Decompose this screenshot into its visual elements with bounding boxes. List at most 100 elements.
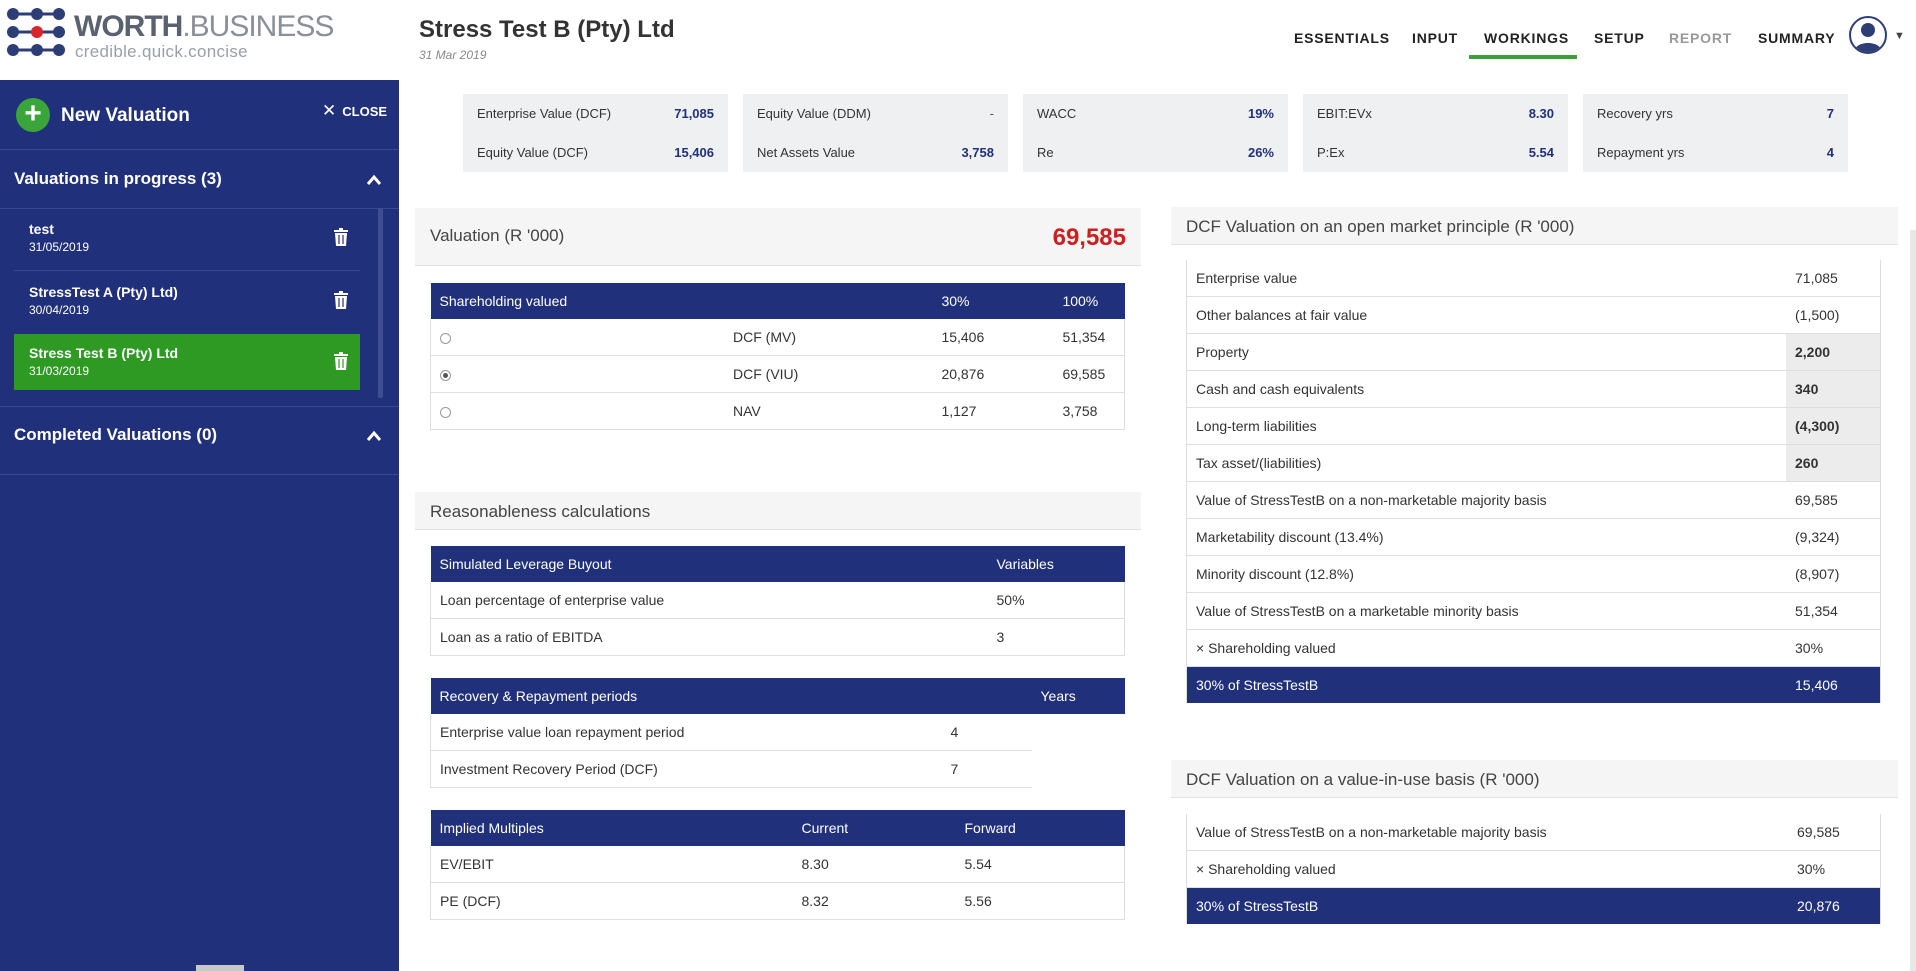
nav-report[interactable]: REPORT bbox=[1669, 30, 1733, 46]
row-value-wrap: 4 bbox=[951, 714, 1125, 751]
trash-icon[interactable] bbox=[334, 291, 348, 309]
trash-icon[interactable] bbox=[334, 228, 348, 246]
user-avatar[interactable] bbox=[1849, 16, 1887, 54]
row-label: PE (DCF) bbox=[430, 882, 793, 920]
kpi-value: 71,085 bbox=[674, 106, 714, 121]
table-row: Marketability discount (13.4%) (9,324) bbox=[1186, 518, 1881, 556]
row-label: 30% of StressTestB bbox=[1186, 666, 1786, 703]
pct30-cell: 1,127 bbox=[932, 392, 1054, 430]
pct100-cell: 3,758 bbox=[1053, 392, 1126, 430]
row-label: Loan percentage of enterprise value bbox=[430, 582, 988, 619]
valuation-item-stress-test-b[interactable]: Stress Test B (Pty) Ltd 31/03/2019 bbox=[14, 334, 360, 390]
radio-cell bbox=[430, 392, 724, 430]
lbo-table: Simulated Leverage Buyout Variables Loan… bbox=[430, 546, 1125, 656]
dcf-market-header: DCF Valuation on an open market principl… bbox=[1171, 207, 1898, 245]
table-row[interactable]: DCF (VIU) 20,876 69,585 bbox=[430, 355, 1126, 393]
dcf-market-table: Enterprise value 71,085 Other balances at… bbox=[1186, 260, 1881, 703]
kpi-label: Re bbox=[1037, 145, 1054, 160]
kpi-value: 8.30 bbox=[1528, 106, 1554, 121]
table-row: × Shareholding valued 30% bbox=[1186, 850, 1881, 888]
variables-header: Variables bbox=[987, 546, 1125, 582]
trash-icon[interactable] bbox=[334, 352, 348, 370]
valuation-panel-title: Valuation (R '000) bbox=[430, 226, 565, 245]
valuation-total: 69,585 bbox=[1052, 224, 1126, 251]
table-row: Value of StressTestB on a non-marketable… bbox=[1186, 481, 1881, 519]
nav-summary[interactable]: SUMMARY bbox=[1758, 30, 1836, 46]
row-value: 340 bbox=[1786, 370, 1881, 408]
dcf-viu-title: DCF Valuation on a value-in-use basis (R… bbox=[1186, 770, 1540, 789]
sidebar-divider bbox=[0, 208, 399, 209]
chevron-up-icon[interactable] bbox=[366, 174, 382, 186]
kpi-label: Equity Value (DCF) bbox=[477, 145, 589, 160]
row-value: 3 bbox=[987, 618, 1125, 656]
row-label: Enterprise value loan repayment period bbox=[430, 714, 1032, 751]
row-value: 2,200 bbox=[1786, 333, 1881, 371]
sidebar-scrollbar[interactable] bbox=[378, 208, 383, 398]
table-row: Tax asset/(liabilities) 260 bbox=[1186, 444, 1881, 482]
logo-brand: WORTH.BUSINESS bbox=[74, 10, 334, 44]
nav-essentials[interactable]: ESSENTIALS bbox=[1294, 30, 1390, 46]
row-value: 4 bbox=[950, 724, 959, 741]
kpi-card-wacc: WACC 19% Re 26% bbox=[1023, 94, 1288, 172]
row-value: (9,324) bbox=[1786, 518, 1881, 556]
row-value: (4,300) bbox=[1786, 407, 1881, 445]
top-bar: WORTH.BUSINESS credible.quick.concise St… bbox=[0, 0, 1916, 80]
in-progress-heading[interactable]: Valuations in progress (3) bbox=[14, 169, 222, 188]
radio-cell bbox=[430, 319, 724, 356]
row-label: Value of StressTestB on a marketable min… bbox=[1186, 592, 1786, 630]
chevron-up-icon[interactable] bbox=[366, 430, 382, 442]
table-row: Investment Recovery Period (DCF) 7 bbox=[430, 750, 1125, 788]
close-button[interactable]: ✕ CLOSE bbox=[322, 101, 387, 121]
table-row[interactable]: DCF (MV) 15,406 51,354 bbox=[430, 319, 1126, 356]
table-row: Enterprise value 71,085 bbox=[1186, 260, 1881, 297]
close-label: CLOSE bbox=[342, 104, 388, 119]
kpi-label: Equity Value (DDM) bbox=[757, 106, 871, 121]
row-value: 260 bbox=[1786, 444, 1881, 482]
table-row: Property 2,200 bbox=[1186, 333, 1881, 371]
dcf-viu-table: Value of StressTestB on a non-marketable… bbox=[1186, 814, 1881, 924]
row-value: 69,585 bbox=[1786, 481, 1881, 519]
row-value: (8,907) bbox=[1786, 555, 1881, 593]
row-label: × Shareholding valued bbox=[1186, 629, 1786, 667]
valuation-item-stresstest-a[interactable]: StressTest A (Pty) Ltd) 30/04/2019 bbox=[14, 273, 360, 329]
row-value: 69,585 bbox=[1788, 814, 1881, 851]
nav-workings[interactable]: WORKINGS bbox=[1484, 30, 1569, 46]
horizontal-scrollbar[interactable] bbox=[196, 965, 244, 971]
valuation-item-test[interactable]: test 31/05/2019 bbox=[14, 210, 360, 266]
worth-business-logo[interactable]: WORTH.BUSINESS credible.quick.concise bbox=[4, 4, 334, 64]
row-label: Property bbox=[1186, 333, 1786, 371]
row-value-wrap: 7 bbox=[951, 751, 1125, 788]
row-value: 30% bbox=[1788, 850, 1881, 888]
row-label: Value of StressTestB on a non-marketable… bbox=[1186, 814, 1788, 851]
new-valuation-label: New Valuation bbox=[61, 105, 190, 126]
valuation-date: 31/03/2019 bbox=[29, 364, 90, 378]
chevron-down-icon[interactable]: ▼ bbox=[1894, 30, 1905, 42]
sidebar-divider bbox=[0, 406, 399, 407]
kpi-value: 5.54 bbox=[1528, 145, 1554, 160]
row-label: Marketability discount (13.4%) bbox=[1186, 518, 1786, 556]
logo-brand-bold: WORTH bbox=[74, 10, 183, 43]
row-label: EV/EBIT bbox=[430, 846, 793, 883]
completed-heading[interactable]: Completed Valuations (0) bbox=[14, 425, 218, 444]
table-row: Minority discount (12.8%) (8,907) bbox=[1186, 555, 1881, 593]
method-radio[interactable] bbox=[440, 406, 451, 418]
method-radio[interactable] bbox=[440, 332, 451, 344]
nav-setup[interactable]: SETUP bbox=[1594, 30, 1645, 46]
radio-cell bbox=[430, 355, 724, 393]
row-label: Cash and cash equivalents bbox=[1186, 370, 1786, 408]
table-row: Cash and cash equivalents 340 bbox=[1186, 370, 1881, 408]
kpi-card-multiples: EBIT:EVx 8.30 P:Ex 5.54 bbox=[1303, 94, 1568, 172]
kpi-value: 19% bbox=[1247, 106, 1274, 121]
nav-input[interactable]: INPUT bbox=[1412, 30, 1458, 46]
plus-icon: + bbox=[16, 98, 50, 132]
method-radio-selected[interactable] bbox=[440, 369, 451, 381]
page-scrollbar[interactable] bbox=[1910, 230, 1916, 971]
kpi-card-equity: Equity Value (DDM) - Net Assets Value 3,75… bbox=[743, 94, 1008, 172]
table-row: EV/EBIT 8.30 5.54 bbox=[430, 846, 1125, 883]
sidebar-divider bbox=[0, 149, 399, 150]
dcf-viu-header: DCF Valuation on a value-in-use basis (R… bbox=[1171, 760, 1898, 798]
table-row: Long-term liabilities (4,300) bbox=[1186, 407, 1881, 445]
kpi-label: P:Ex bbox=[1317, 145, 1345, 160]
user-icon bbox=[1854, 23, 1882, 52]
table-row[interactable]: NAV 1,127 3,758 bbox=[430, 392, 1126, 430]
